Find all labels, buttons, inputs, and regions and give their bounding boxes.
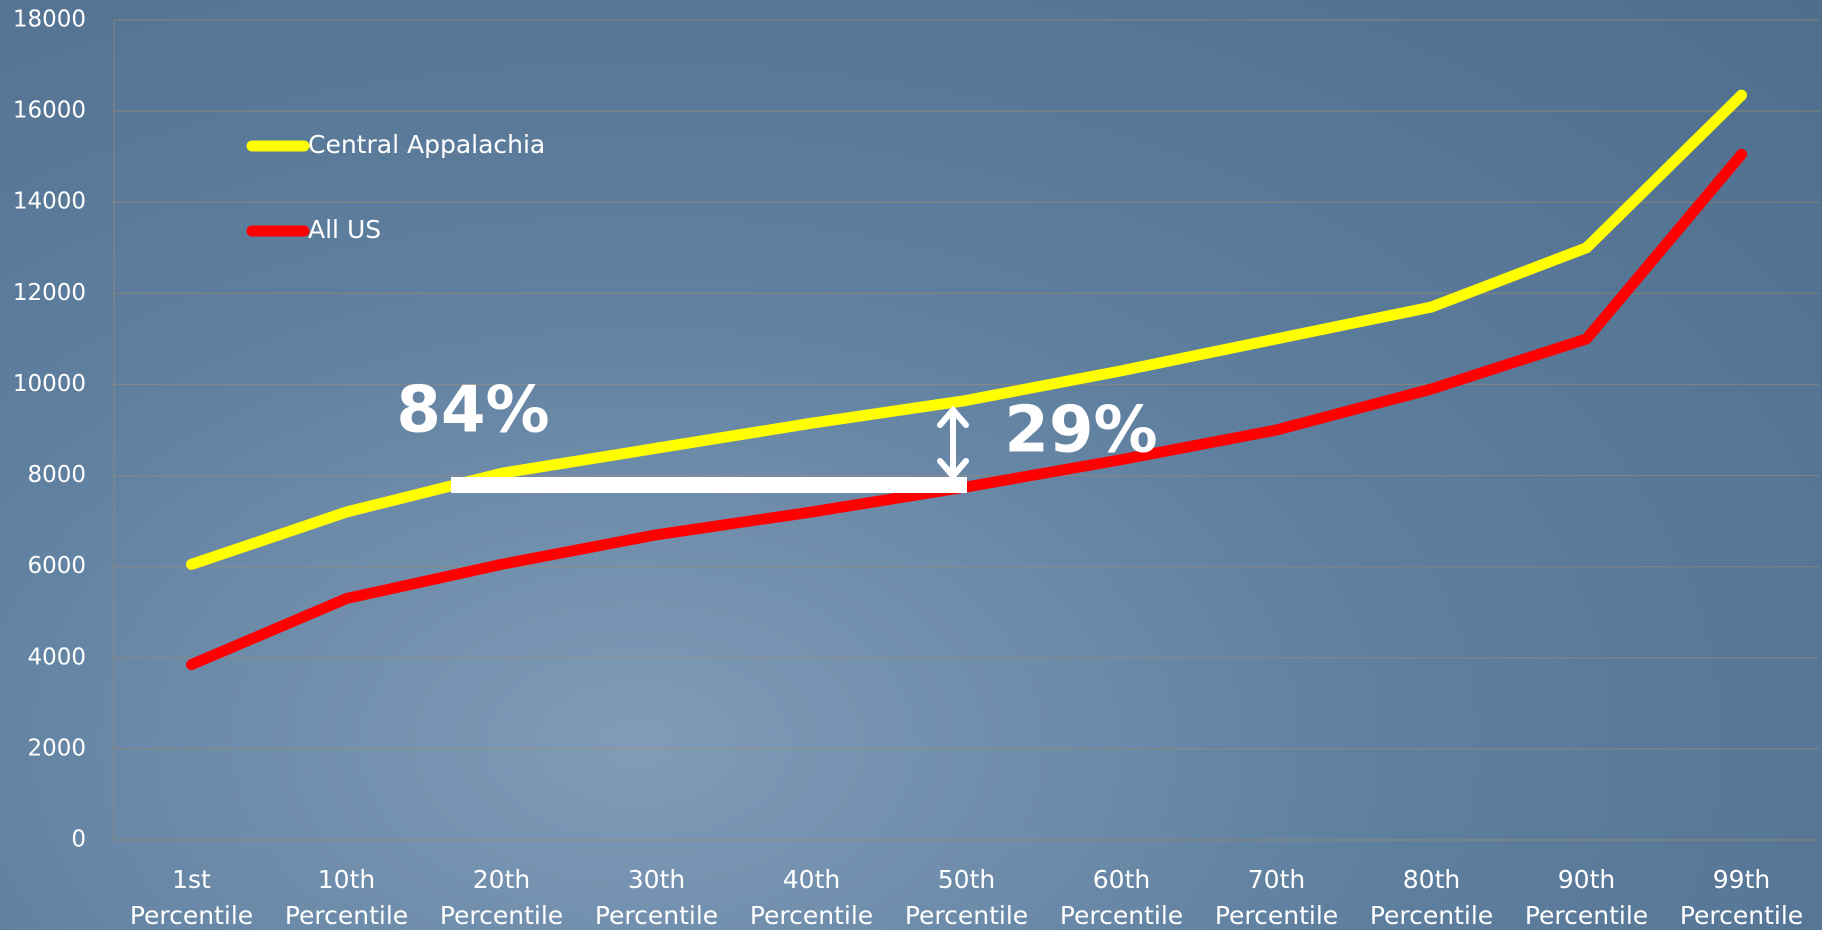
- x-tick-label: 60th Percentile: [1059, 865, 1184, 930]
- x-tick-label: 80th Percentile: [1369, 865, 1494, 930]
- x-tick-label: 30th Percentile: [594, 865, 719, 930]
- y-tick-label: 14000: [13, 189, 86, 215]
- y-tick-label: 2000: [27, 735, 86, 761]
- x-tick-label: 1st Percentile: [129, 865, 254, 930]
- y-tick-label: 8000: [27, 462, 86, 488]
- x-tick-label: 70th Percentile: [1214, 865, 1339, 930]
- x-tick-label: 90th Percentile: [1524, 865, 1649, 930]
- y-tick-label: 0: [71, 827, 86, 853]
- series-line: [186, 89, 1747, 570]
- x-tick-label: 10th Percentile: [284, 865, 409, 930]
- y-tick-label: 16000: [13, 98, 86, 124]
- y-tick-label: 18000: [13, 7, 86, 33]
- legend-label: Central Appalachia: [308, 130, 545, 159]
- y-tick-label: 6000: [27, 553, 86, 579]
- x-tick-label: 50th Percentile: [904, 865, 1029, 930]
- legend-label: All US: [308, 215, 381, 244]
- annotation-arrow: [937, 405, 969, 481]
- x-tick-label: 40th Percentile: [749, 865, 874, 930]
- annotation: 29%: [1004, 394, 1157, 468]
- y-tick-label: 4000: [27, 644, 86, 670]
- annotation: 84%: [396, 374, 549, 448]
- y-tick-label: 12000: [13, 280, 86, 306]
- x-tick-label: 20th Percentile: [439, 865, 564, 930]
- y-tick-label: 10000: [13, 371, 86, 397]
- x-tick-label: 99th Percentile: [1679, 865, 1804, 930]
